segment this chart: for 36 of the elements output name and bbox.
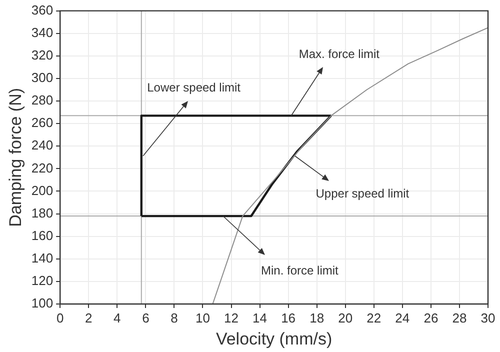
annotation: Lower speed limit <box>147 80 242 95</box>
x-tick-label: 14 <box>252 310 268 326</box>
y-tick-label: 340 <box>31 24 54 40</box>
y-tick-label: 260 <box>31 115 54 130</box>
x-tick-label: 16 <box>281 310 296 326</box>
annotation: Min. force limit <box>261 263 340 278</box>
y-axis-title: Damping force (N) <box>6 88 25 227</box>
y-tick-label: 220 <box>31 160 54 176</box>
x-tick-label: 2 <box>85 310 92 326</box>
x-tick-label: 18 <box>310 310 324 326</box>
x-tick-label: 8 <box>170 310 178 326</box>
x-tick-label: 26 <box>424 310 438 326</box>
y-tick-label: 320 <box>31 47 54 62</box>
x-tick-label: 0 <box>56 310 64 326</box>
y-tick-label: 240 <box>31 138 54 153</box>
y-tick-label: 300 <box>31 70 54 86</box>
x-axis-title: Velocity (mm/s) <box>216 329 332 348</box>
x-tick-label: 24 <box>395 310 410 326</box>
y-tick-label: 180 <box>31 205 54 220</box>
x-tick-label: 6 <box>142 310 150 326</box>
y-tick-label: 360 <box>31 2 54 18</box>
x-tick-label: 28 <box>452 310 467 326</box>
x-tick-label: 4 <box>114 310 121 326</box>
y-tick-label: 200 <box>31 182 54 198</box>
y-tick-label: 120 <box>31 273 54 288</box>
annotation: Upper speed limit <box>316 186 410 201</box>
y-tick-label: 140 <box>31 250 54 266</box>
annotation: Max. force limit <box>298 46 380 61</box>
x-tick-label: 10 <box>195 310 210 326</box>
x-tick-label: 12 <box>224 310 238 326</box>
x-tick-label: 30 <box>480 310 496 326</box>
x-tick-label: 22 <box>366 310 382 326</box>
y-tick-label: 160 <box>31 228 54 243</box>
y-tick-label: 280 <box>31 92 54 108</box>
y-tick-label: 100 <box>31 296 54 311</box>
x-tick-label: 20 <box>338 310 353 326</box>
